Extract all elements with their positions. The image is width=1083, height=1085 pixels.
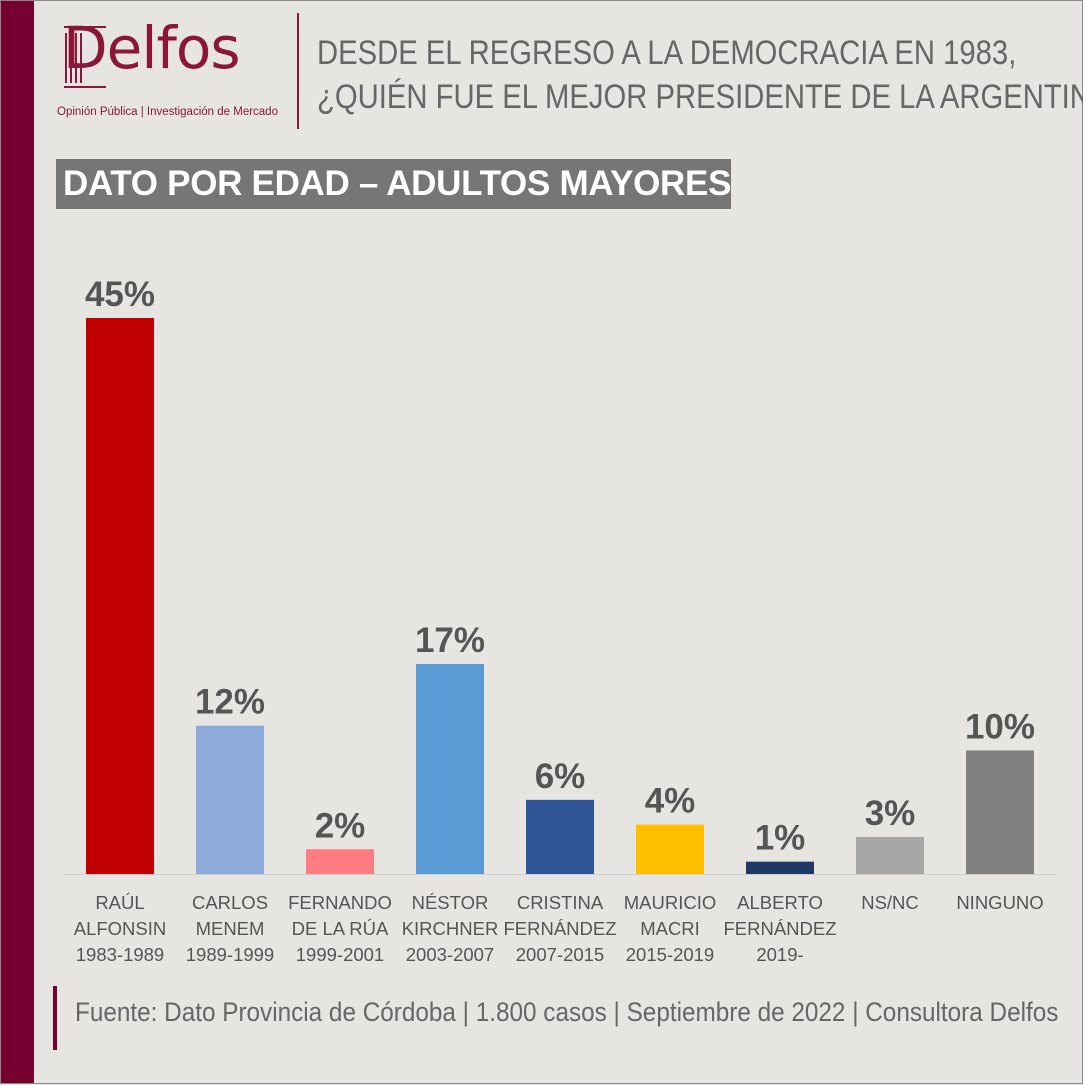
- subtitle-text: DATO POR EDAD – ADULTOS MAYORES: [63, 164, 732, 203]
- category-label: FERNANDO: [288, 892, 392, 913]
- data-label: 6%: [535, 757, 586, 796]
- logo-tagline: Opinión Pública | Investigación de Merca…: [57, 106, 278, 118]
- header-divider: [297, 13, 299, 129]
- category-label: CRISTINA: [517, 892, 604, 913]
- category-label: 2003-2007: [406, 944, 494, 965]
- bar: [746, 861, 814, 874]
- data-label: 3%: [865, 794, 916, 833]
- bar: [306, 849, 374, 874]
- data-label: 45%: [85, 275, 155, 314]
- footer-accent-bar: [53, 986, 57, 1050]
- bar: [856, 836, 924, 874]
- category-label: 1983-1989: [76, 944, 164, 965]
- title-line-2: ¿QUIÉN FUE EL MEJOR PRESIDENTE DE LA ARG…: [317, 78, 1083, 116]
- data-label: 12%: [195, 683, 265, 722]
- category-label: 1999-2001: [296, 944, 384, 965]
- subtitle-banner: [56, 159, 731, 209]
- category-label: RAÚL: [95, 892, 144, 913]
- delfos-logo-column-icon: [64, 26, 106, 88]
- bar: [636, 824, 704, 874]
- category-label: NÉSTOR: [412, 892, 489, 913]
- category-label: DE LA RÚA: [292, 918, 389, 939]
- category-label: KIRCHNER: [402, 918, 499, 939]
- category-label: FERNÁNDEZ: [723, 918, 836, 939]
- category-label: FERNÁNDEZ: [503, 918, 616, 939]
- category-label: MAURICIO: [624, 892, 717, 913]
- category-label: 2015-2019: [626, 944, 714, 965]
- title-line-1: DESDE EL REGRESO A LA DEMOCRACIA EN 1983…: [317, 34, 1017, 72]
- category-label: 2007-2015: [516, 944, 604, 965]
- data-label: 10%: [965, 707, 1035, 746]
- page-title: DESDE EL REGRESO A LA DEMOCRACIA EN 1983…: [317, 31, 1083, 119]
- category-label: 2019-: [756, 944, 803, 965]
- category-label: NINGUNO: [956, 892, 1043, 913]
- brand-side-bar: [1, 1, 34, 1083]
- category-label: MACRI: [640, 918, 700, 939]
- bar: [86, 318, 154, 874]
- data-label: 2%: [315, 806, 366, 845]
- logo-wordmark: Delfos: [63, 14, 241, 82]
- category-label: NS/NC: [861, 892, 919, 913]
- data-label: 1%: [755, 819, 806, 858]
- data-label: 4%: [645, 782, 696, 821]
- category-label: ALBERTO: [737, 892, 823, 913]
- bar: [526, 799, 594, 874]
- bar: [966, 750, 1034, 874]
- bar: [416, 663, 484, 874]
- category-label: CARLOS: [192, 892, 268, 913]
- data-label: 17%: [415, 621, 485, 660]
- category-label: ALFONSIN: [74, 918, 167, 939]
- category-label: MENEM: [196, 918, 265, 939]
- source-note: Fuente: Dato Provincia de Córdoba | 1.80…: [75, 997, 1059, 1027]
- category-label: 1989-1999: [186, 944, 274, 965]
- bar: [196, 725, 264, 874]
